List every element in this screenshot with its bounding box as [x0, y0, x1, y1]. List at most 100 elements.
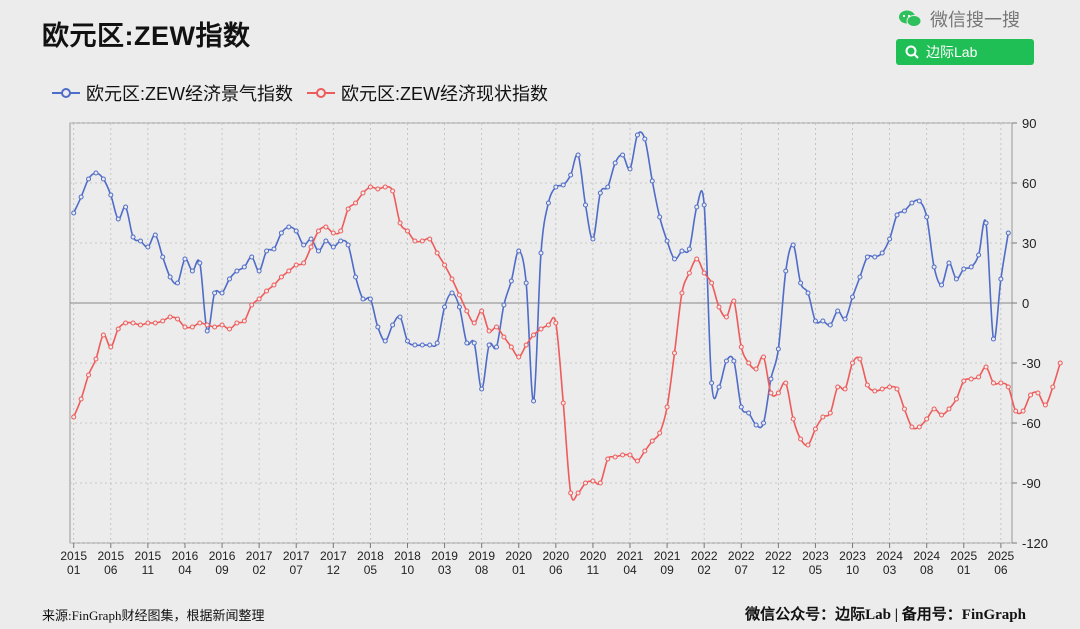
data-point-0	[820, 318, 826, 324]
data-point-0	[108, 192, 114, 198]
data-point-1	[568, 490, 574, 496]
data-point-0	[983, 220, 989, 226]
data-point-1	[397, 220, 403, 226]
data-point-1	[226, 326, 232, 332]
data-point-1	[701, 270, 707, 276]
x-tick-label-month: 07	[735, 563, 749, 577]
x-tick-label-year: 2015	[135, 549, 162, 563]
y-tick-label: 90	[1022, 116, 1036, 131]
data-point-0	[338, 238, 344, 244]
data-point-0	[812, 318, 818, 324]
data-point-1	[560, 400, 566, 406]
data-point-1	[234, 320, 240, 326]
data-point-1	[434, 250, 440, 256]
y-tick-label: 30	[1022, 236, 1036, 251]
x-tick-label-month: 03	[883, 563, 897, 577]
data-point-1	[464, 308, 470, 314]
data-point-1	[390, 188, 396, 194]
data-point-1	[872, 388, 878, 394]
wechat-icon	[898, 9, 922, 29]
data-point-1	[197, 320, 203, 326]
x-tick-label-month: 10	[401, 563, 415, 577]
data-point-0	[93, 170, 99, 176]
data-point-1	[427, 236, 433, 242]
data-point-1	[471, 320, 477, 326]
data-point-1	[345, 206, 351, 212]
data-point-1	[642, 448, 648, 454]
data-point-0	[1005, 230, 1011, 236]
data-point-0	[768, 376, 774, 382]
x-tick-label-year: 2024	[913, 549, 940, 563]
data-point-0	[798, 280, 804, 286]
data-point-1	[939, 412, 945, 418]
data-point-1	[1013, 408, 1019, 414]
data-point-0	[523, 280, 529, 286]
data-point-0	[323, 238, 329, 244]
data-point-1	[1005, 384, 1011, 390]
wechat-search-label: 微信搜一搜	[930, 10, 1020, 30]
data-point-0	[716, 384, 722, 390]
data-point-1	[308, 244, 314, 250]
data-point-0	[531, 398, 537, 404]
data-point-1	[709, 280, 715, 286]
data-point-1	[167, 314, 173, 320]
data-point-1	[894, 386, 900, 392]
data-point-0	[731, 358, 737, 364]
x-tick-label-year: 2025	[950, 549, 977, 563]
data-point-1	[1050, 384, 1056, 390]
data-point-0	[857, 274, 863, 280]
data-point-1	[360, 190, 366, 196]
data-point-0	[842, 316, 848, 322]
data-point-0	[249, 254, 255, 260]
data-point-0	[953, 276, 959, 282]
data-point-1	[909, 424, 915, 430]
data-point-1	[449, 276, 455, 282]
data-point-0	[560, 182, 566, 188]
data-point-0	[686, 246, 692, 252]
data-point-1	[983, 364, 989, 370]
data-point-1	[746, 360, 752, 366]
data-point-0	[649, 178, 655, 184]
data-point-1	[256, 296, 262, 302]
data-point-1	[805, 442, 811, 448]
data-point-1	[501, 334, 507, 340]
data-point-0	[694, 204, 700, 210]
data-point-0	[234, 268, 240, 274]
x-tick-label-month: 03	[438, 563, 452, 577]
data-point-0	[212, 290, 218, 296]
legend-label-expectations: 欧元区:ZEW经济景气指数	[86, 84, 293, 104]
legend-item-current: 欧元区:ZEW经济现状指数	[307, 80, 548, 106]
x-tick-label-year: 2015	[97, 549, 124, 563]
data-point-1	[212, 324, 218, 330]
data-point-0	[642, 136, 648, 142]
data-point-0	[152, 232, 158, 238]
data-point-0	[901, 208, 907, 214]
search-text: 边际Lab	[926, 44, 978, 60]
data-point-1	[286, 268, 292, 274]
data-point-1	[590, 478, 596, 484]
data-point-0	[590, 236, 596, 242]
data-point-1	[761, 354, 767, 360]
search-box[interactable]: 边际Lab	[896, 39, 1034, 65]
data-point-1	[486, 328, 492, 334]
data-point-0	[709, 380, 715, 386]
data-point-1	[686, 270, 692, 276]
data-point-1	[953, 396, 959, 402]
data-point-1	[857, 356, 863, 362]
data-point-0	[835, 308, 841, 314]
data-point-1	[375, 186, 381, 192]
data-point-1	[887, 384, 893, 390]
x-tick-label-year: 2020	[580, 549, 607, 563]
data-point-1	[301, 260, 307, 266]
data-point-1	[293, 262, 299, 268]
data-point-1	[924, 416, 930, 422]
data-point-1	[731, 298, 737, 304]
x-tick-label-month: 04	[623, 563, 637, 577]
data-point-1	[145, 320, 151, 326]
data-point-0	[256, 268, 262, 274]
data-point-0	[219, 290, 225, 296]
x-tick-label-month: 04	[178, 563, 192, 577]
data-point-1	[219, 322, 225, 328]
data-point-1	[827, 410, 833, 416]
